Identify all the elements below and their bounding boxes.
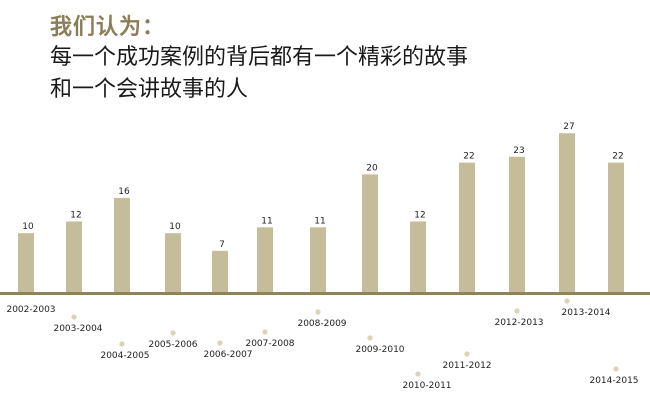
bar-2009-2010 — [362, 174, 378, 292]
value-label-2007-2008: 11 — [261, 216, 272, 226]
category-label-2005-2006: 2005-2006 — [148, 340, 197, 350]
label-dot-2008-2009 — [315, 309, 321, 315]
value-label-2009-2010: 20 — [366, 163, 378, 173]
heading: 我们认为： 每一个成功案例的背后都有一个精彩的故事 和一个会讲故事的人 — [50, 14, 468, 106]
value-label-2011-2012: 22 — [463, 152, 474, 162]
value-label-2008-2009: 11 — [314, 216, 325, 226]
value-label-2004-2005: 16 — [118, 187, 130, 197]
value-label-2003-2004: 12 — [70, 210, 81, 220]
category-label-2013-2014: 2013-2014 — [561, 308, 610, 318]
bar-2014-2015 — [608, 162, 624, 292]
label-dot-2014-2015 — [613, 366, 619, 372]
label-dot-2009-2010 — [367, 335, 373, 341]
category-label-2010-2011: 2010-2011 — [402, 381, 451, 391]
value-label-2006-2007: 7 — [219, 240, 225, 250]
heading-line-2: 和一个会讲故事的人 — [50, 77, 249, 102]
category-label-2012-2013: 2012-2013 — [494, 318, 543, 328]
category-label-2003-2004: 2003-2004 — [53, 324, 102, 334]
category-label-2007-2008: 2007-2008 — [245, 339, 294, 349]
label-dot-2012-2013 — [514, 308, 520, 314]
bar-2004-2005 — [114, 197, 130, 292]
bar-2010-2011 — [410, 221, 426, 292]
category-label-2002-2003: 2002-2003 — [6, 305, 55, 315]
value-label-2005-2006: 10 — [169, 222, 181, 232]
category-label-2008-2009: 2008-2009 — [297, 319, 346, 329]
value-label-2010-2011: 12 — [414, 210, 425, 220]
bar-2013-2014 — [559, 133, 575, 292]
bar-2006-2007 — [212, 250, 228, 292]
label-dot-2007-2008 — [262, 329, 268, 335]
bar-2008-2009 — [310, 227, 326, 292]
bar-2002-2003 — [18, 233, 34, 292]
label-dot-2011-2012 — [464, 351, 470, 357]
category-label-2011-2012: 2011-2012 — [442, 361, 491, 371]
value-label-2013-2014: 27 — [563, 122, 574, 132]
label-dot-2003-2004 — [71, 314, 77, 320]
category-label-2014-2015: 2014-2015 — [589, 376, 638, 386]
value-label-2012-2013: 23 — [513, 146, 524, 156]
bars-group: 10 12 16 10 7 11 11 20 12 22 23 27 22 — [18, 122, 624, 292]
category-label-2006-2007: 2006-2007 — [203, 350, 252, 360]
label-dot-2013-2014 — [564, 298, 570, 304]
bar-2007-2008 — [257, 227, 273, 292]
category-label-2004-2005: 2004-2005 — [100, 351, 149, 361]
category-label-2009-2010: 2009-2010 — [355, 345, 404, 355]
value-label-2002-2003: 10 — [22, 222, 34, 232]
label-dot-2006-2007 — [217, 340, 223, 346]
label-dot-2010-2011 — [415, 371, 421, 377]
bar-2012-2013 — [509, 156, 525, 292]
heading-title: 我们认为： — [50, 15, 166, 40]
label-dot-2004-2005 — [119, 341, 125, 347]
bar-2011-2012 — [459, 162, 475, 292]
heading-line-1: 每一个成功案例的背后都有一个精彩的故事 — [50, 45, 469, 70]
bar-2005-2006 — [165, 233, 181, 292]
bar-2003-2004 — [66, 221, 82, 292]
value-label-2014-2015: 22 — [612, 152, 623, 162]
label-dot-2005-2006 — [170, 330, 176, 336]
